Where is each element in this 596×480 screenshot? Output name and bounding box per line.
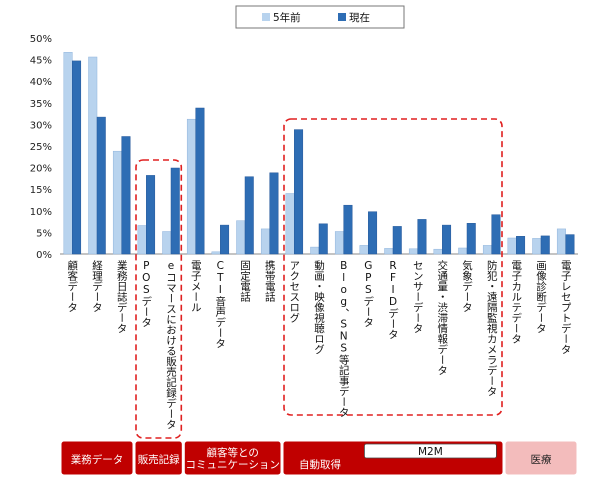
y-tick-label: 10% [30, 207, 52, 218]
y-tick-label: 35% [30, 99, 52, 110]
bar [244, 176, 254, 255]
bar [137, 225, 147, 255]
x-category-label: 気象データ [461, 259, 473, 312]
x-category-label: 電子カルテデータ [510, 260, 522, 344]
group-sublabel: M2M [418, 446, 443, 458]
y-tick-label: 15% [30, 185, 52, 196]
bar [294, 129, 304, 255]
y-tick-label: 20% [30, 164, 52, 175]
y-tick-label: 50% [30, 34, 52, 45]
legend-label: 5年前 [273, 11, 301, 24]
x-category-label: アクセスログ [288, 260, 300, 323]
group-label: 業務データ [71, 453, 124, 466]
bar [343, 204, 353, 255]
bar [310, 246, 320, 255]
bar [186, 118, 196, 255]
group-box [504, 440, 578, 476]
bars [63, 52, 575, 255]
x-category-label: 経理データ [91, 259, 103, 312]
highlight-box [283, 118, 503, 416]
x-category-label: 交通量・渋滞情報データ [436, 259, 448, 375]
y-tick-label: 5% [36, 228, 52, 239]
bar [368, 211, 378, 255]
legend-label: 現在 [349, 12, 370, 24]
x-category-label: 画像診断データ [535, 260, 547, 334]
highlight-boxes [135, 118, 503, 439]
bar [211, 251, 221, 255]
x-category-label: 防犯・遠隔監視カメラデータ [486, 259, 498, 396]
bar [220, 224, 230, 255]
group-label: 自動取得 [299, 458, 341, 471]
x-category-label: 電子レセプトデータ [560, 260, 572, 355]
bar [458, 247, 468, 255]
bar [72, 60, 82, 255]
bar [260, 228, 270, 255]
group-box [60, 440, 134, 476]
bar [466, 223, 476, 255]
bar [236, 220, 246, 255]
bar [442, 224, 452, 255]
group-label: 医療 [531, 453, 552, 466]
x-category-label: RFIDデータ [387, 260, 399, 340]
y-tick-label: 30% [30, 120, 52, 131]
bar [162, 231, 172, 255]
x-category-label: センサーデータ [412, 260, 424, 334]
bar [112, 150, 122, 255]
bar [532, 238, 542, 255]
legend-box [235, 5, 405, 29]
bar [63, 52, 73, 255]
group-box [134, 440, 183, 476]
bar [565, 234, 575, 255]
highlight-box [135, 159, 183, 439]
y-tick-label: 0% [36, 250, 52, 261]
y-tick-label: 40% [30, 77, 52, 88]
bar [417, 219, 427, 255]
bar [334, 231, 344, 255]
bar [146, 175, 156, 255]
group-subbox [363, 443, 497, 459]
x-category-label: eコマースにおける販売記録データ [165, 260, 177, 430]
x-category-label: 携帯電話 [264, 259, 276, 303]
bar [540, 235, 550, 255]
x-category-label: 業務日誌データ [116, 259, 128, 333]
y-tick-label: 25% [30, 142, 52, 153]
x-category-label: 顧客データ [66, 259, 78, 312]
x-category-label: POSデータ [140, 260, 152, 328]
bar [433, 248, 443, 255]
bar [408, 248, 418, 255]
bar [96, 116, 106, 255]
group-box [183, 440, 282, 476]
legend-swatch [262, 13, 270, 21]
x-category-label: Blog、SNS等記事データ [338, 260, 350, 418]
bar [384, 248, 394, 255]
group-label: コミュニケーション [186, 459, 280, 471]
bar [516, 236, 526, 255]
x-category-label: CTI音声データ [214, 260, 226, 349]
bar [285, 193, 295, 255]
x-category-label: 固定電話 [239, 260, 251, 303]
bar [269, 172, 279, 255]
bar [482, 245, 492, 255]
legend-swatch [338, 13, 346, 21]
bar [195, 107, 205, 255]
bar [491, 214, 501, 255]
bar [170, 167, 180, 255]
group-label: 販売記録 [138, 453, 180, 466]
bar [556, 228, 566, 255]
y-tick-label: 45% [30, 56, 52, 67]
bar [507, 237, 517, 255]
bar [359, 245, 369, 255]
bar [392, 226, 402, 255]
group-label: 顧客等との [206, 446, 258, 459]
legend: 5年前 現在 [235, 5, 405, 29]
x-category-label: 電子メール [190, 260, 202, 313]
bar [121, 136, 131, 255]
bar [88, 56, 98, 255]
bar [318, 223, 328, 255]
x-category-label: GPSデータ [362, 260, 374, 328]
x-category-label: 動画・映像視聴ログ [313, 259, 325, 354]
x-axis-labels: 顧客データ 経理データ 業務日誌データ POSデータ eコマースにおける販売記録データ 電… [66, 259, 571, 429]
